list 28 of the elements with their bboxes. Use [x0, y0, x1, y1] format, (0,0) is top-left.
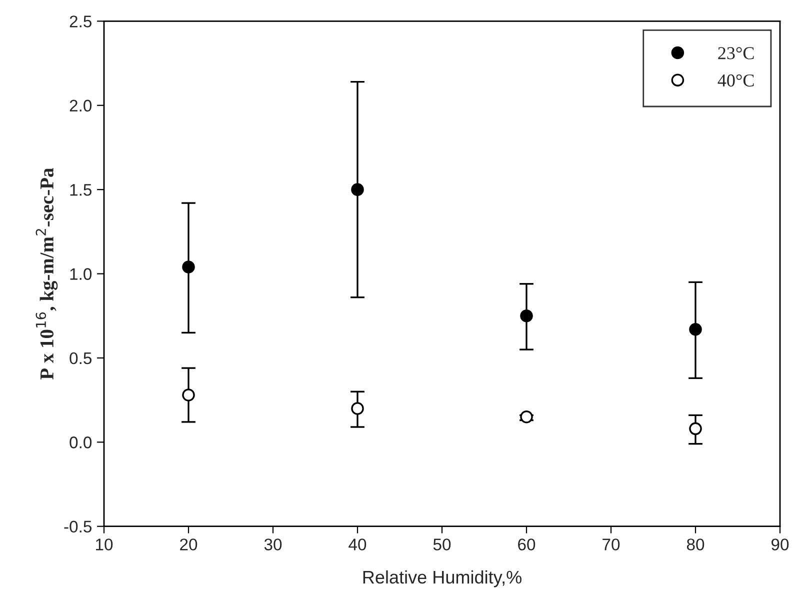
x-axis-title: Relative Humidity,%: [363, 570, 522, 588]
x-tick-label: 40: [348, 538, 366, 550]
point: [520, 309, 533, 322]
x-tick-label: 50: [433, 538, 451, 550]
point: [351, 183, 364, 196]
legend-label: 40°C: [718, 74, 754, 87]
x-tick-label: 10: [96, 538, 113, 550]
legend-label: 23°C: [718, 47, 754, 60]
point: [689, 322, 702, 336]
point: [689, 422, 702, 436]
y-tick-label: -0.5: [64, 520, 92, 533]
x-tick-label: 80: [686, 538, 704, 550]
point: [351, 402, 364, 415]
x-tick-label: 20: [180, 538, 198, 550]
y-tick-label: 1.0: [70, 268, 92, 280]
y-tick-label: 0.5: [70, 352, 92, 364]
point: [182, 260, 195, 274]
point: [182, 388, 195, 402]
y-tick-label: 1.5: [70, 184, 92, 196]
y-tick-label: 2.0: [70, 100, 92, 112]
y-tick-label: 2.5: [70, 16, 92, 28]
x-tick-label: 90: [772, 538, 789, 550]
y-axis-title: P x 10$^{16}$, kg-m/m$^{2}$-sec-Pa: [36, 168, 58, 380]
x-tick-label: 70: [602, 538, 620, 550]
x-tick-label: 60: [518, 538, 536, 550]
y-tick-label: 0.0: [70, 436, 92, 448]
x-tick-label: 30: [264, 538, 282, 550]
point: [520, 410, 533, 424]
